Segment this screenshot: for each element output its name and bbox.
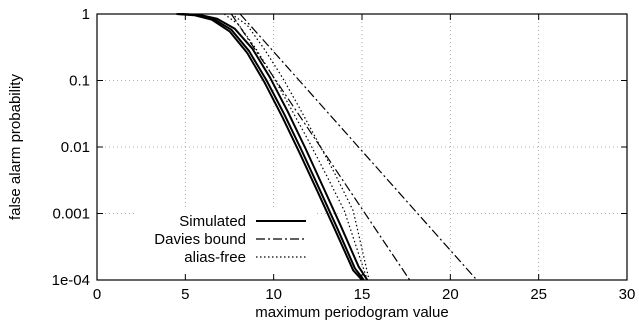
x-tick-label: 15: [354, 286, 371, 303]
axis-ticks: 0 5 10 15 20 25 30 1e-04 0.001 0.01 0.1 1: [52, 6, 636, 303]
solid-series-line: [181, 13, 369, 281]
legend-background: [135, 208, 315, 276]
x-tick-label: 10: [265, 286, 282, 303]
x-tick-label: 5: [181, 286, 189, 303]
x-tick-label: 0: [93, 286, 101, 303]
dash-dot-series-line: [230, 13, 411, 281]
dotted-series-line: [230, 13, 370, 281]
y-tick-label: 0.1: [69, 73, 90, 90]
data-series: [176, 13, 478, 281]
y-axis-label: false alarm probability: [7, 74, 24, 220]
dash-dot-series-line: [239, 13, 478, 281]
legend-label: alias-free: [184, 249, 246, 266]
legend-label: Simulated: [179, 213, 246, 230]
x-tick-label: 30: [619, 286, 636, 303]
grid-lines: [97, 14, 627, 280]
x-tick-label: 20: [442, 286, 459, 303]
solid-series-line: [176, 13, 363, 281]
legend-label: Davies bound: [154, 231, 246, 248]
x-axis-label: maximum periodogram value: [255, 304, 448, 321]
y-tick-label: 1: [82, 6, 90, 23]
y-tick-label: 0.001: [52, 206, 90, 223]
y-tick-label: 0.01: [61, 139, 90, 156]
y-tick-label: 1e-04: [52, 272, 90, 289]
x-tick-label: 25: [530, 286, 547, 303]
